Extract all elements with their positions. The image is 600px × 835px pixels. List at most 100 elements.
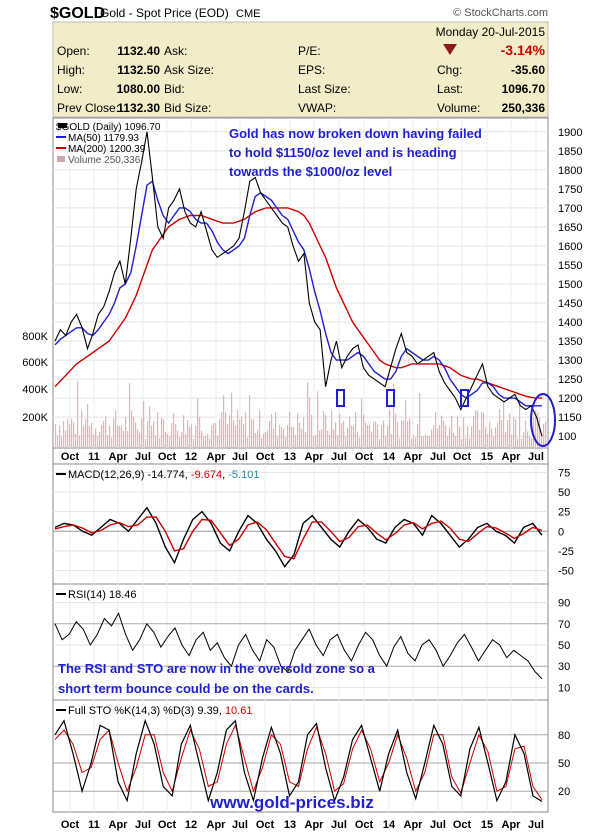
price-tick-label: 1800 <box>558 165 582 177</box>
volume-tick-label: 200K <box>22 412 48 424</box>
volume-bar <box>421 436 423 447</box>
x-tick-label: Apr <box>404 819 424 831</box>
x-tick-label: 15 <box>481 451 493 463</box>
x-tick-label: Apr <box>109 451 129 463</box>
volume-bar <box>167 433 169 447</box>
volume-bar <box>305 432 307 447</box>
sto-name: Full STO %K(14,3) %D(3) <box>68 705 194 717</box>
volume-bar <box>273 428 275 447</box>
volume-bar <box>487 433 489 447</box>
volume-bar <box>425 434 427 447</box>
volume-bar <box>177 430 179 447</box>
volume-bar <box>393 383 395 447</box>
volume-bar <box>317 391 319 447</box>
volume-bar <box>363 414 365 447</box>
volume-bar <box>373 421 375 447</box>
volume-bar <box>531 438 533 447</box>
instrument-name: Gold - Spot Price (EOD) <box>100 6 229 20</box>
volume-bar <box>385 436 387 447</box>
volume-bar <box>155 435 157 447</box>
quote-col3: P/E: EPS: Last Size: VWAP: <box>298 44 351 115</box>
rsi-line <box>54 611 543 680</box>
quote-value: -35.60 <box>511 63 545 77</box>
quote-col4: Chg: -35.60 Last: 1096.70 Volume: 250,33… <box>437 63 545 115</box>
macd-panel <box>52 463 549 585</box>
volume-bar <box>401 420 403 447</box>
volume-bar <box>449 426 451 447</box>
volume-bar <box>253 418 255 447</box>
volume-bar <box>535 410 537 447</box>
volume-bar <box>123 431 125 447</box>
volume-bar <box>149 406 151 447</box>
volume-bar <box>289 411 291 447</box>
volume-bar <box>335 422 337 447</box>
volume-bar <box>193 438 195 447</box>
sto-d: 10.61 <box>225 705 253 717</box>
x-tick-labels: Oct Oct 11 11 Apr Apr Jul Jul Oct Oct 12 12 Apr Apr Ju… <box>61 451 544 831</box>
volume-bar <box>417 424 419 447</box>
volume-bar <box>443 420 445 447</box>
x-tick-label: 12 <box>185 451 197 463</box>
volume-bar <box>165 432 167 447</box>
volume-bar <box>201 430 203 447</box>
volume-bar <box>239 419 241 447</box>
volume-bar <box>169 436 171 447</box>
macd-lines <box>54 506 543 568</box>
volume-bar <box>195 425 197 447</box>
quote-label: Ask Size: <box>164 63 214 77</box>
quote-label: Prev Close: <box>57 101 119 115</box>
volume-bar <box>377 424 379 447</box>
volume-bar <box>143 400 145 447</box>
volume-bar <box>91 422 93 447</box>
volume-bar <box>119 425 121 447</box>
macd-series-signal <box>54 516 543 560</box>
x-tick-label: Oct <box>355 819 374 831</box>
volume-bar <box>359 437 361 447</box>
volume-bar <box>255 432 257 447</box>
volume-bar <box>509 413 511 447</box>
quote-col1: Open: 1132.40 High: 1132.50 Low: 1080.00… <box>57 44 160 115</box>
volume-bar <box>251 419 253 447</box>
x-tick-label: Jul <box>331 451 347 463</box>
volume-bar <box>389 410 391 447</box>
x-tick-label: Apr <box>502 819 522 831</box>
volume-bar <box>507 419 509 447</box>
volume-bar <box>339 414 341 447</box>
volume-bar <box>405 400 407 447</box>
volume-bar <box>89 425 91 447</box>
x-tick-label: Oct <box>61 819 80 831</box>
macd-name: MACD(12,26,9) <box>68 469 144 481</box>
annotation-line: short term bounce could be on the cards. <box>58 681 314 696</box>
volume-bar <box>301 428 303 447</box>
volume-bar <box>131 411 133 447</box>
x-tick-label: Jul <box>430 451 446 463</box>
price-tick-label: 1400 <box>558 317 582 329</box>
volume-bar <box>411 438 413 447</box>
annotation-top: Gold has now broken down having failed t… <box>229 126 482 179</box>
down-triangle-icon <box>443 44 457 55</box>
x-tick-label: Oct <box>256 819 275 831</box>
volume-bar <box>139 432 141 447</box>
volume-bar <box>217 435 219 447</box>
x-tick-label: Oct <box>355 451 374 463</box>
volume-bar <box>391 433 393 447</box>
volume-bar <box>399 438 401 447</box>
sto-lines <box>54 718 543 803</box>
volume-bar <box>151 425 153 447</box>
volume-bar <box>387 426 389 447</box>
volume-bar <box>383 420 385 447</box>
rsi-tick-label: 30 <box>558 661 570 673</box>
sto-legend: Full STO %K(14,3) %D(3) 9.39, 10.61 <box>56 705 252 717</box>
volume-bar <box>115 410 117 447</box>
volume-bar <box>223 395 225 447</box>
volume-bar <box>269 421 271 447</box>
quote-label: Low: <box>57 82 82 96</box>
price-legend: $GOLD (Daily) 1096.70 MA(50) 1179.93 MA(… <box>56 122 161 166</box>
volume-bar <box>489 421 491 447</box>
volume-bar <box>409 418 411 447</box>
volume-bar <box>127 430 129 447</box>
sto-label: Full STO %K(14,3) %D(3) 9.39, 10.61 <box>68 705 252 717</box>
volume-bar <box>479 429 481 447</box>
volume-bar <box>503 401 505 447</box>
volume-bar <box>97 436 99 447</box>
